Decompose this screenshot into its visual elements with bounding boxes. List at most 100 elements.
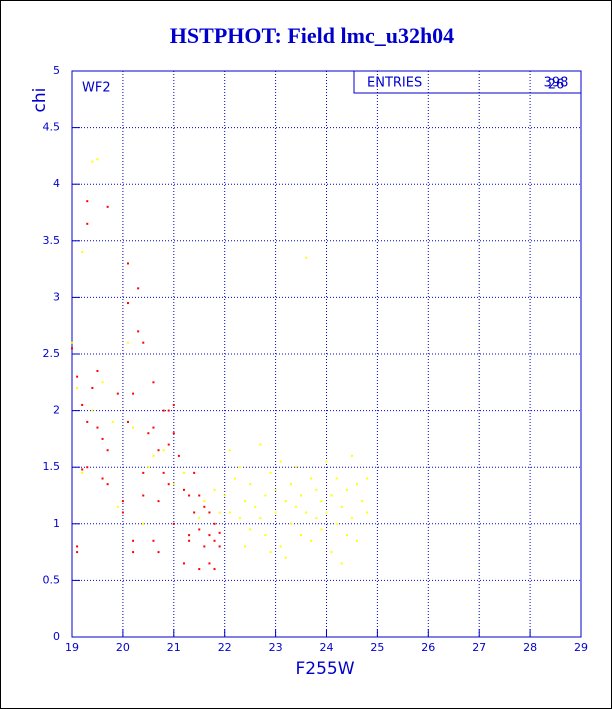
- point: [203, 500, 206, 503]
- x-tick-label: 26: [421, 641, 435, 654]
- point: [188, 494, 191, 497]
- point: [289, 522, 292, 525]
- point: [320, 500, 323, 503]
- y-tick-label: 2: [53, 404, 60, 417]
- y-tick-label: 1.5: [43, 460, 61, 473]
- y-tick-label: 4: [53, 177, 60, 190]
- point: [81, 468, 84, 471]
- point: [300, 494, 303, 497]
- point: [76, 386, 79, 389]
- point: [96, 369, 99, 372]
- point: [101, 477, 104, 480]
- point: [106, 449, 109, 452]
- y-tick-label: 2.5: [43, 347, 61, 360]
- point: [142, 522, 145, 525]
- point: [330, 494, 333, 497]
- point: [76, 375, 79, 378]
- y-tick-label: 0: [53, 630, 60, 643]
- point: [101, 381, 104, 384]
- point: [208, 534, 211, 537]
- point: [218, 531, 221, 534]
- point: [152, 381, 155, 384]
- point: [132, 551, 135, 554]
- point: [340, 505, 343, 508]
- point: [167, 483, 170, 486]
- point: [142, 494, 145, 497]
- point: [264, 494, 267, 497]
- x-tick-label: 21: [167, 641, 181, 654]
- point: [356, 539, 359, 542]
- point: [182, 562, 185, 565]
- point: [126, 302, 129, 305]
- y-tick-label: 3: [53, 290, 60, 303]
- x-tick-label: 27: [472, 641, 486, 654]
- x-tick-label: 23: [269, 641, 283, 654]
- x-tick-label: 22: [218, 641, 232, 654]
- point: [126, 262, 129, 265]
- point: [137, 287, 140, 290]
- point: [81, 471, 84, 474]
- point: [147, 432, 150, 435]
- point: [249, 528, 252, 531]
- point: [289, 483, 292, 486]
- point: [111, 420, 114, 423]
- point: [91, 386, 94, 389]
- point: [279, 545, 282, 548]
- point: [116, 392, 119, 395]
- point: [305, 511, 308, 514]
- point: [335, 522, 338, 525]
- point: [284, 500, 287, 503]
- point: [177, 454, 180, 457]
- point: [213, 522, 216, 525]
- point: [213, 568, 216, 571]
- point: [172, 522, 175, 525]
- point: [76, 545, 79, 548]
- point: [315, 488, 318, 491]
- point: [162, 449, 165, 452]
- point: [320, 528, 323, 531]
- point: [366, 511, 369, 514]
- point: [132, 426, 135, 429]
- point: [96, 426, 99, 429]
- point: [81, 403, 84, 406]
- point: [142, 341, 145, 344]
- point: [244, 500, 247, 503]
- point: [126, 420, 129, 423]
- point: [345, 488, 348, 491]
- point: [86, 420, 89, 423]
- point: [188, 539, 191, 542]
- point: [152, 426, 155, 429]
- point: [254, 505, 257, 508]
- point: [121, 511, 124, 514]
- point: [284, 556, 287, 559]
- y-tick-label: 3.5: [43, 234, 61, 247]
- point: [198, 528, 201, 531]
- point: [269, 471, 272, 474]
- x-tick-label: 28: [523, 641, 537, 654]
- point: [305, 256, 308, 259]
- point: [172, 483, 175, 486]
- point: [208, 511, 211, 514]
- panel-label: WF2: [82, 81, 111, 96]
- x-tick-label: 25: [370, 641, 384, 654]
- point: [86, 200, 89, 203]
- point: [335, 477, 338, 480]
- point: [330, 551, 333, 554]
- point: [157, 449, 160, 452]
- point: [350, 517, 353, 520]
- point: [137, 330, 140, 333]
- point: [101, 437, 104, 440]
- x-tick-label: 29: [574, 641, 588, 654]
- y-tick-label: 1: [53, 517, 60, 530]
- point: [269, 551, 272, 554]
- x-tick-label: 20: [116, 641, 130, 654]
- point: [86, 222, 89, 225]
- point: [259, 443, 262, 446]
- y-axis-label: chi: [30, 88, 50, 113]
- point: [152, 454, 155, 457]
- stats-value: 26: [548, 78, 565, 93]
- point: [238, 517, 241, 520]
- point: [162, 409, 165, 412]
- point: [142, 471, 145, 474]
